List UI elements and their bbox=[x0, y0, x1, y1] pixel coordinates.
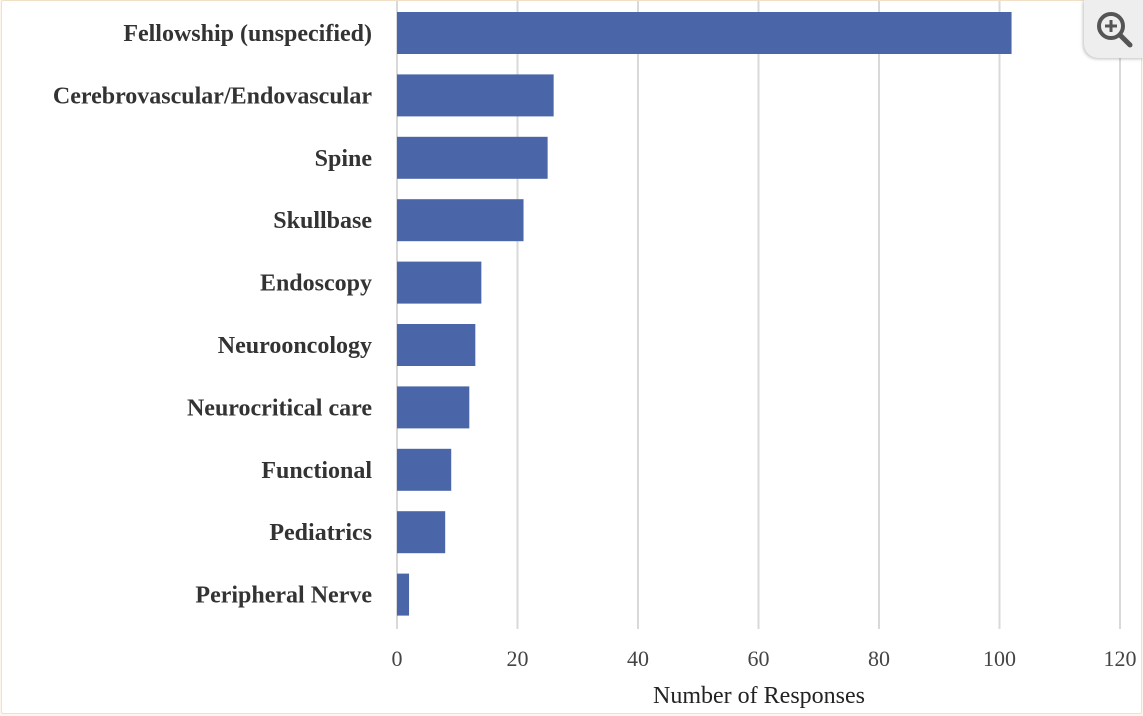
bar bbox=[397, 324, 476, 366]
category-label: Peripheral Nerve bbox=[195, 583, 372, 609]
bars bbox=[397, 12, 1012, 616]
x-tick-label: 80 bbox=[868, 646, 890, 671]
x-tick-label: 60 bbox=[748, 646, 770, 671]
x-tick-label: 40 bbox=[627, 646, 649, 671]
bar bbox=[397, 511, 446, 554]
category-label: Cerebrovascular/Endovascular bbox=[53, 83, 372, 109]
x-tick-label: 120 bbox=[1104, 646, 1137, 671]
x-tick-label: 0 bbox=[392, 646, 403, 671]
category-label: Spine bbox=[315, 146, 373, 172]
x-tick-label: 20 bbox=[507, 646, 529, 671]
category-label: Functional bbox=[261, 458, 372, 484]
bar bbox=[397, 74, 554, 117]
zoom-in-button[interactable] bbox=[1084, 0, 1143, 58]
bar bbox=[397, 261, 482, 304]
category-label: Fellowship (unspecified) bbox=[123, 21, 372, 47]
bar bbox=[397, 573, 410, 616]
bar bbox=[397, 199, 524, 242]
bar bbox=[397, 386, 470, 429]
category-label: Pediatrics bbox=[269, 520, 372, 546]
bar bbox=[397, 136, 548, 179]
bar bbox=[397, 448, 452, 491]
x-tick-labels: 0 20 40 60 80 100 120 bbox=[392, 646, 1137, 671]
category-labels: Fellowship (unspecified) Cerebrovascular/… bbox=[53, 21, 372, 609]
category-label: Skullbase bbox=[273, 208, 372, 234]
category-label: Endoscopy bbox=[260, 271, 372, 297]
bar bbox=[397, 12, 1012, 54]
x-axis-title: Number of Responses bbox=[653, 683, 865, 709]
x-tick-label: 100 bbox=[983, 646, 1016, 671]
category-label: Neurooncology bbox=[218, 333, 372, 359]
category-label: Neurocritical care bbox=[187, 395, 372, 421]
zoom-in-icon bbox=[1097, 12, 1133, 48]
